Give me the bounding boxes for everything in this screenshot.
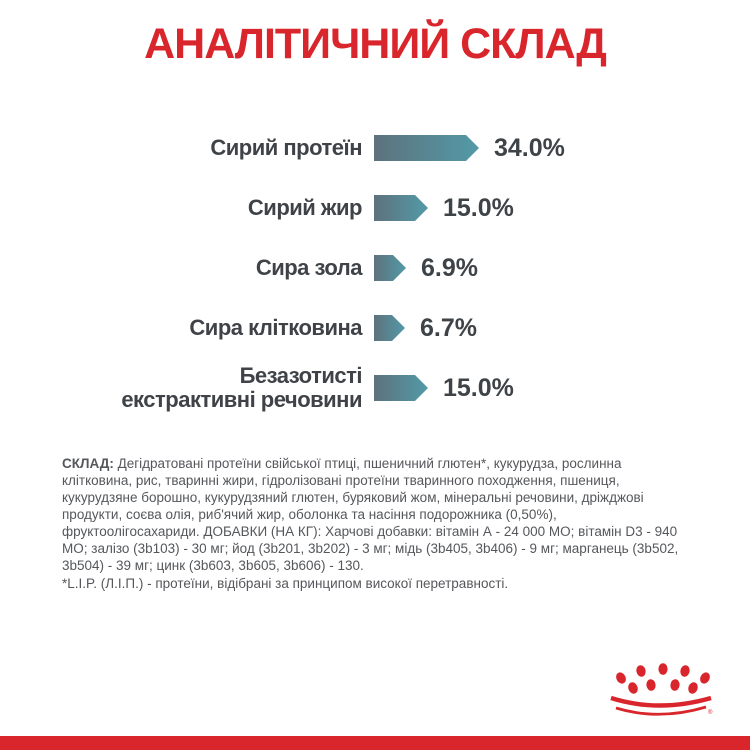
chart-row: Сирий жир 15.0% xyxy=(112,178,730,238)
bar-label: Сира клітковина xyxy=(189,315,362,341)
bar-label: Сира зола xyxy=(255,255,363,281)
bar-value: 6.9% xyxy=(421,253,478,282)
composition-footnote: *L.I.P. (Л.І.П.) - протеїни, відібрані з… xyxy=(62,576,509,591)
chart-row: Сирий протеїн 34.0% xyxy=(112,118,730,178)
bar-value: 15.0% xyxy=(443,193,514,222)
bar-label: Сирий жир xyxy=(247,195,363,221)
composition-body: Дегідратовані протеїни свійської птиці, … xyxy=(62,456,679,573)
bar-shape xyxy=(374,315,405,341)
bar-shape xyxy=(374,135,479,161)
chart-row: Сира клітковина 6.7% xyxy=(112,298,730,358)
bar-value: 15.0% xyxy=(443,373,514,402)
analytical-chart: Сирий протеїн 34.0% Сирий жир 15.0% Сира… xyxy=(112,118,730,418)
bar-label: Сирий протеїн xyxy=(210,135,362,161)
bar-label: Безазотисті екстрактивні речовини xyxy=(121,363,362,412)
registered-trademark-icon: ® xyxy=(708,709,713,716)
composition-label: СКЛАД: xyxy=(62,456,114,471)
composition-text-block: СКЛАД: Дегідратовані протеїни свійської … xyxy=(62,455,694,592)
bar-shape xyxy=(374,255,406,281)
bar-value: 34.0% xyxy=(494,133,565,162)
bar-value: 6.7% xyxy=(420,313,477,342)
bar-shape xyxy=(374,195,428,221)
royal-canin-crown-logo: ® xyxy=(610,663,713,716)
chart-row: Сира зола 6.9% xyxy=(112,238,730,298)
chart-row: Безазотисті екстрактивні речовини 15.0% xyxy=(112,358,730,418)
page-title: АНАЛІТИЧНИЙ СКЛАД xyxy=(144,20,607,68)
bar-shape xyxy=(374,375,428,401)
footer-red-bar xyxy=(0,736,750,750)
